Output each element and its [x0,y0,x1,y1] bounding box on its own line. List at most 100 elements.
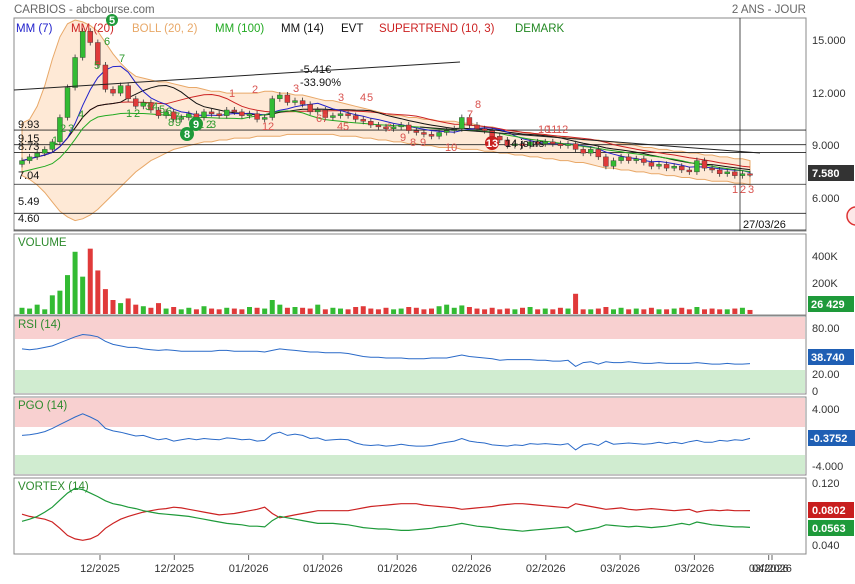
volume-bar-12 [110,300,116,314]
volume-bar-64 [504,308,510,314]
candle-65 [512,143,518,146]
volume-bar-7 [72,251,78,314]
candle-3 [42,149,48,154]
trend-line-1 [13,61,461,91]
volume-bar-50 [398,308,404,314]
rsi-line [21,333,751,367]
rsi-overbought-zone [15,317,805,339]
candle-92 [716,169,723,174]
candle-56 [443,130,450,133]
legend-evt[interactable]: EVT [341,23,363,35]
candle-8 [79,31,86,58]
volume-bar-36 [292,307,298,314]
demark-count-red-2: 3 [293,83,299,95]
volume-bar-95 [739,307,745,314]
price-tick-15: 15.000 [812,35,846,47]
volume-bar-2 [34,304,40,314]
candle-91 [709,167,715,171]
demark-count-red-9: 7 [322,113,328,125]
level-7-04: 7.04 [18,170,39,182]
volume-bar-46 [368,308,374,314]
candle-41 [330,115,336,118]
candle-6 [64,87,71,118]
candle-33 [269,98,275,118]
candle-5 [57,117,63,143]
candle-19 [163,111,169,116]
volume-bar-0 [19,307,25,314]
volume-bar-78 [611,309,616,314]
candle-73 [572,143,579,150]
legend-boll[interactable]: BOLL (20, 2) [132,23,198,35]
fib-change-label: -5.41€ [300,64,331,76]
demark-count-red-1: 2 [252,84,258,96]
demark-count-green-17: 2 [206,119,212,131]
demark-count-green-10: 2 [134,108,140,120]
vortex-minus-badge [808,520,854,536]
volume-bar-75 [588,309,594,314]
volume-bar-44 [353,307,359,314]
volume-panel [13,233,807,316]
volume-bar-85 [664,309,670,314]
volume-bar-93 [724,309,730,314]
volume-layer [19,248,753,314]
candle-84 [656,164,662,167]
trend-line-2 [419,126,761,154]
level-8-73: 8.73 [18,141,39,153]
volume-bar-54 [429,308,434,314]
candle-20 [170,111,177,120]
candle-49 [390,126,397,129]
volume-bar-83 [648,307,654,314]
period-label[interactable]: 2 ANS - JOUR [732,4,806,16]
legend-mm7[interactable]: MM (7) [16,23,53,35]
mm14-line [21,84,751,171]
volume-bar-39 [315,304,321,314]
volume-bar-62 [489,307,495,314]
demark-count-red-21: 12 [556,124,568,136]
volume-bar-91 [709,308,715,314]
pgo-high-zone [15,398,805,427]
demark-badge-13 [485,136,499,150]
candle-43 [345,113,351,116]
candle-34 [277,94,283,99]
legend-demark[interactable]: DEMARK [515,23,565,35]
demark-badge-8-text: 8 [184,129,190,141]
vortex-panel [13,477,807,555]
rsi-tick-20: 20.00 [812,369,840,381]
candle-78 [610,160,617,167]
candle-68 [534,141,541,144]
candle-94 [732,171,738,176]
volume-bar-49 [391,309,397,314]
x-label-1: 12/2025 [154,563,194,575]
demark-count-red-17: 9 [420,137,426,149]
legend-supertrend[interactable]: SUPERTREND (10, 3) [379,23,495,35]
candle-7 [72,57,78,88]
volume-bar-21 [178,309,184,314]
volume-bar-13 [118,303,124,314]
volume-bar-73 [573,293,579,314]
legend-mm100[interactable]: MM (100) [215,23,264,35]
price-tick-12: 12.000 [812,88,846,100]
candle-62 [489,130,495,137]
alert-icon[interactable] [846,206,855,226]
volume-bar-40 [322,309,328,314]
volume-bar-48 [383,307,389,314]
candle-67 [527,141,533,146]
rsi-tick-80: 80.00 [812,323,840,335]
legend-mm14[interactable]: MM (14) [281,23,324,35]
countdown-label: 14 jours [505,138,545,150]
candle-55 [436,132,442,137]
demark-count-green-0: 1 [52,135,58,147]
legend-mm20[interactable]: MM (20) [71,23,114,35]
date-marker: 27/03/26 [743,219,786,231]
demark-count-green-5: 6 [104,36,110,48]
volume-bar-17 [148,307,154,314]
candle-12 [110,89,116,94]
demark-count-red-6: 4 [360,92,366,104]
volume-bar-79 [618,307,624,314]
candle-22 [186,113,192,118]
volume-bar-80 [626,309,632,314]
volume-bar-58 [459,305,465,314]
demark-badge-8 [180,127,194,141]
candle-17 [148,102,154,111]
